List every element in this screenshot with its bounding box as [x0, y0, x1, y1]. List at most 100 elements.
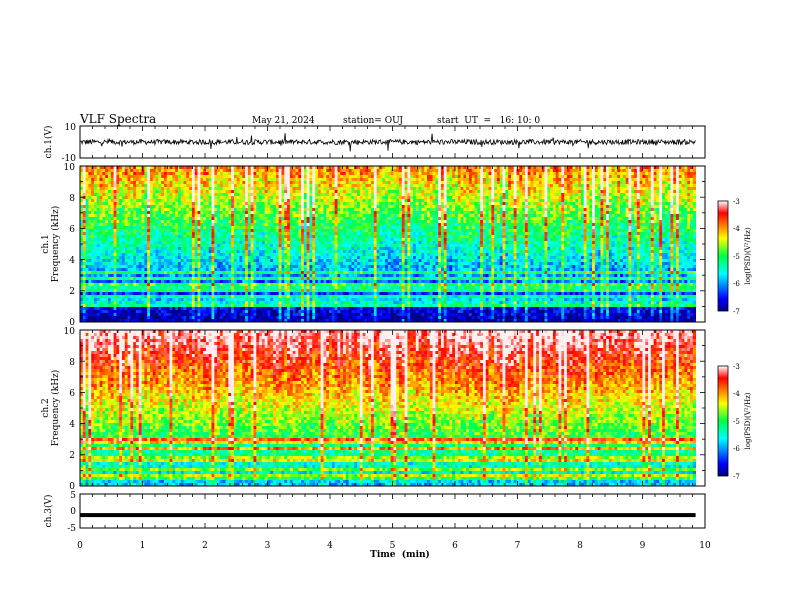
spectrogram-cell [457, 184, 461, 188]
spectrogram-cell [463, 181, 467, 185]
spectrogram-cell [681, 226, 685, 230]
spectrogram-cell [622, 217, 627, 221]
spectrogram-cell [687, 229, 691, 233]
spectrogram-cell [180, 184, 184, 188]
spectrogram-cell [620, 202, 624, 206]
spectrogram-cell [303, 220, 308, 224]
spectrogram-cell [555, 178, 559, 182]
spectrogram-cell [225, 196, 229, 200]
spectrogram-cell [245, 193, 249, 197]
spectrogram-cell [552, 166, 557, 170]
spectrogram-cell [499, 181, 503, 185]
spectrogram-cell [270, 187, 274, 191]
spectrogram-cell [379, 229, 383, 233]
spectrogram-cell [393, 196, 397, 200]
spectrogram-cell [85, 208, 89, 212]
spectrogram-cell [664, 196, 669, 200]
spectrogram-cell [242, 169, 246, 173]
spectrogram-cell [138, 190, 142, 194]
spectrogram-cell [340, 184, 344, 188]
spectrogram-cell [191, 217, 196, 221]
spectrogram-cell [460, 226, 464, 230]
spectrogram-cell [676, 214, 680, 218]
spectrogram-cell [141, 172, 145, 176]
spectrogram-cell [435, 202, 439, 206]
spectrogram-cell [547, 199, 551, 203]
spectrogram-cell [376, 187, 380, 191]
spectrogram-cell [85, 226, 89, 230]
spectrogram-cell [166, 196, 170, 200]
spectrogram-cell [440, 169, 445, 173]
spectrogram-cell [334, 223, 338, 227]
spectrogram-cell [203, 196, 207, 200]
spectrogram-cell [687, 199, 691, 203]
spectrogram-cell [119, 199, 123, 203]
spectrogram-cell [468, 178, 473, 182]
spectrogram-cell [147, 184, 151, 188]
spectrogram-cell [323, 214, 327, 218]
spectrogram-cell [217, 229, 221, 233]
spectrogram-cell [222, 196, 226, 200]
spectrogram-cell [586, 193, 590, 197]
spectrogram-cell [460, 229, 464, 233]
spectrogram-cell [295, 202, 299, 206]
spectrogram-cell [149, 169, 154, 173]
spectrogram-cell [267, 166, 271, 170]
spectrogram-cell [580, 166, 585, 170]
spectrogram-cell [684, 211, 688, 215]
spectrogram-cell [186, 199, 190, 203]
spectrogram-cell [555, 202, 559, 206]
spectrogram-cell [256, 211, 260, 215]
spectrogram-cell [482, 223, 487, 227]
spectrogram-cell [119, 190, 123, 194]
spectrogram-cell [225, 211, 229, 215]
spectrogram-cell [678, 211, 683, 215]
spectrogram-cell [639, 172, 643, 176]
spectrogram-cell [653, 205, 657, 209]
spectrogram-cell [471, 205, 475, 209]
spectrogram-cell [645, 178, 649, 182]
spectrogram-cell [452, 220, 456, 224]
spectrogram-cell [326, 229, 330, 233]
spectrogram-cell [155, 205, 159, 209]
spectrogram-cell [267, 190, 271, 194]
spectrogram-cell [186, 214, 190, 218]
spectrogram-cell [625, 217, 629, 221]
spectrogram-cell [664, 169, 669, 173]
spectrogram-cell [371, 226, 375, 230]
spectrogram-cell [636, 223, 641, 227]
spectrogram-cell [569, 223, 573, 227]
spectrogram-cell [566, 220, 571, 224]
spectrogram-cell [267, 193, 271, 197]
spectrogram-cell [564, 193, 568, 197]
spectrogram-cell [149, 217, 154, 221]
spectrogram-cell [454, 181, 459, 185]
spectrogram-cell [180, 223, 184, 227]
spectrogram-cell [687, 208, 691, 212]
spectrogram-cell [289, 190, 294, 194]
spectrogram-cell [401, 205, 405, 209]
spectrogram-cell [301, 205, 305, 209]
spectrogram-cell [594, 202, 599, 206]
spectrogram-cell [93, 205, 98, 209]
spectrogram-cell [488, 202, 492, 206]
spectrogram-cell [270, 217, 274, 221]
spectrogram-cell [161, 229, 165, 233]
spectrogram-cell [474, 178, 478, 182]
spectrogram-cell [298, 202, 302, 206]
spectrogram-cell [505, 181, 509, 185]
spectrogram-cell [642, 220, 646, 224]
spectrogram-cell [494, 166, 498, 170]
spectrogram-cell [460, 214, 464, 218]
spectrogram-cell [499, 211, 503, 215]
spectrogram-cell [161, 196, 165, 200]
spectrogram-cell [354, 172, 358, 176]
spectrogram-cell [110, 169, 114, 173]
spectrogram-cell [432, 193, 436, 197]
spectrogram-cell [261, 181, 266, 185]
spectrogram-cell [228, 178, 232, 182]
spectrogram-cell [264, 226, 268, 230]
spectrogram-cell [205, 220, 210, 224]
spectrogram-cell [659, 169, 663, 173]
spectrogram-cell [166, 178, 170, 182]
